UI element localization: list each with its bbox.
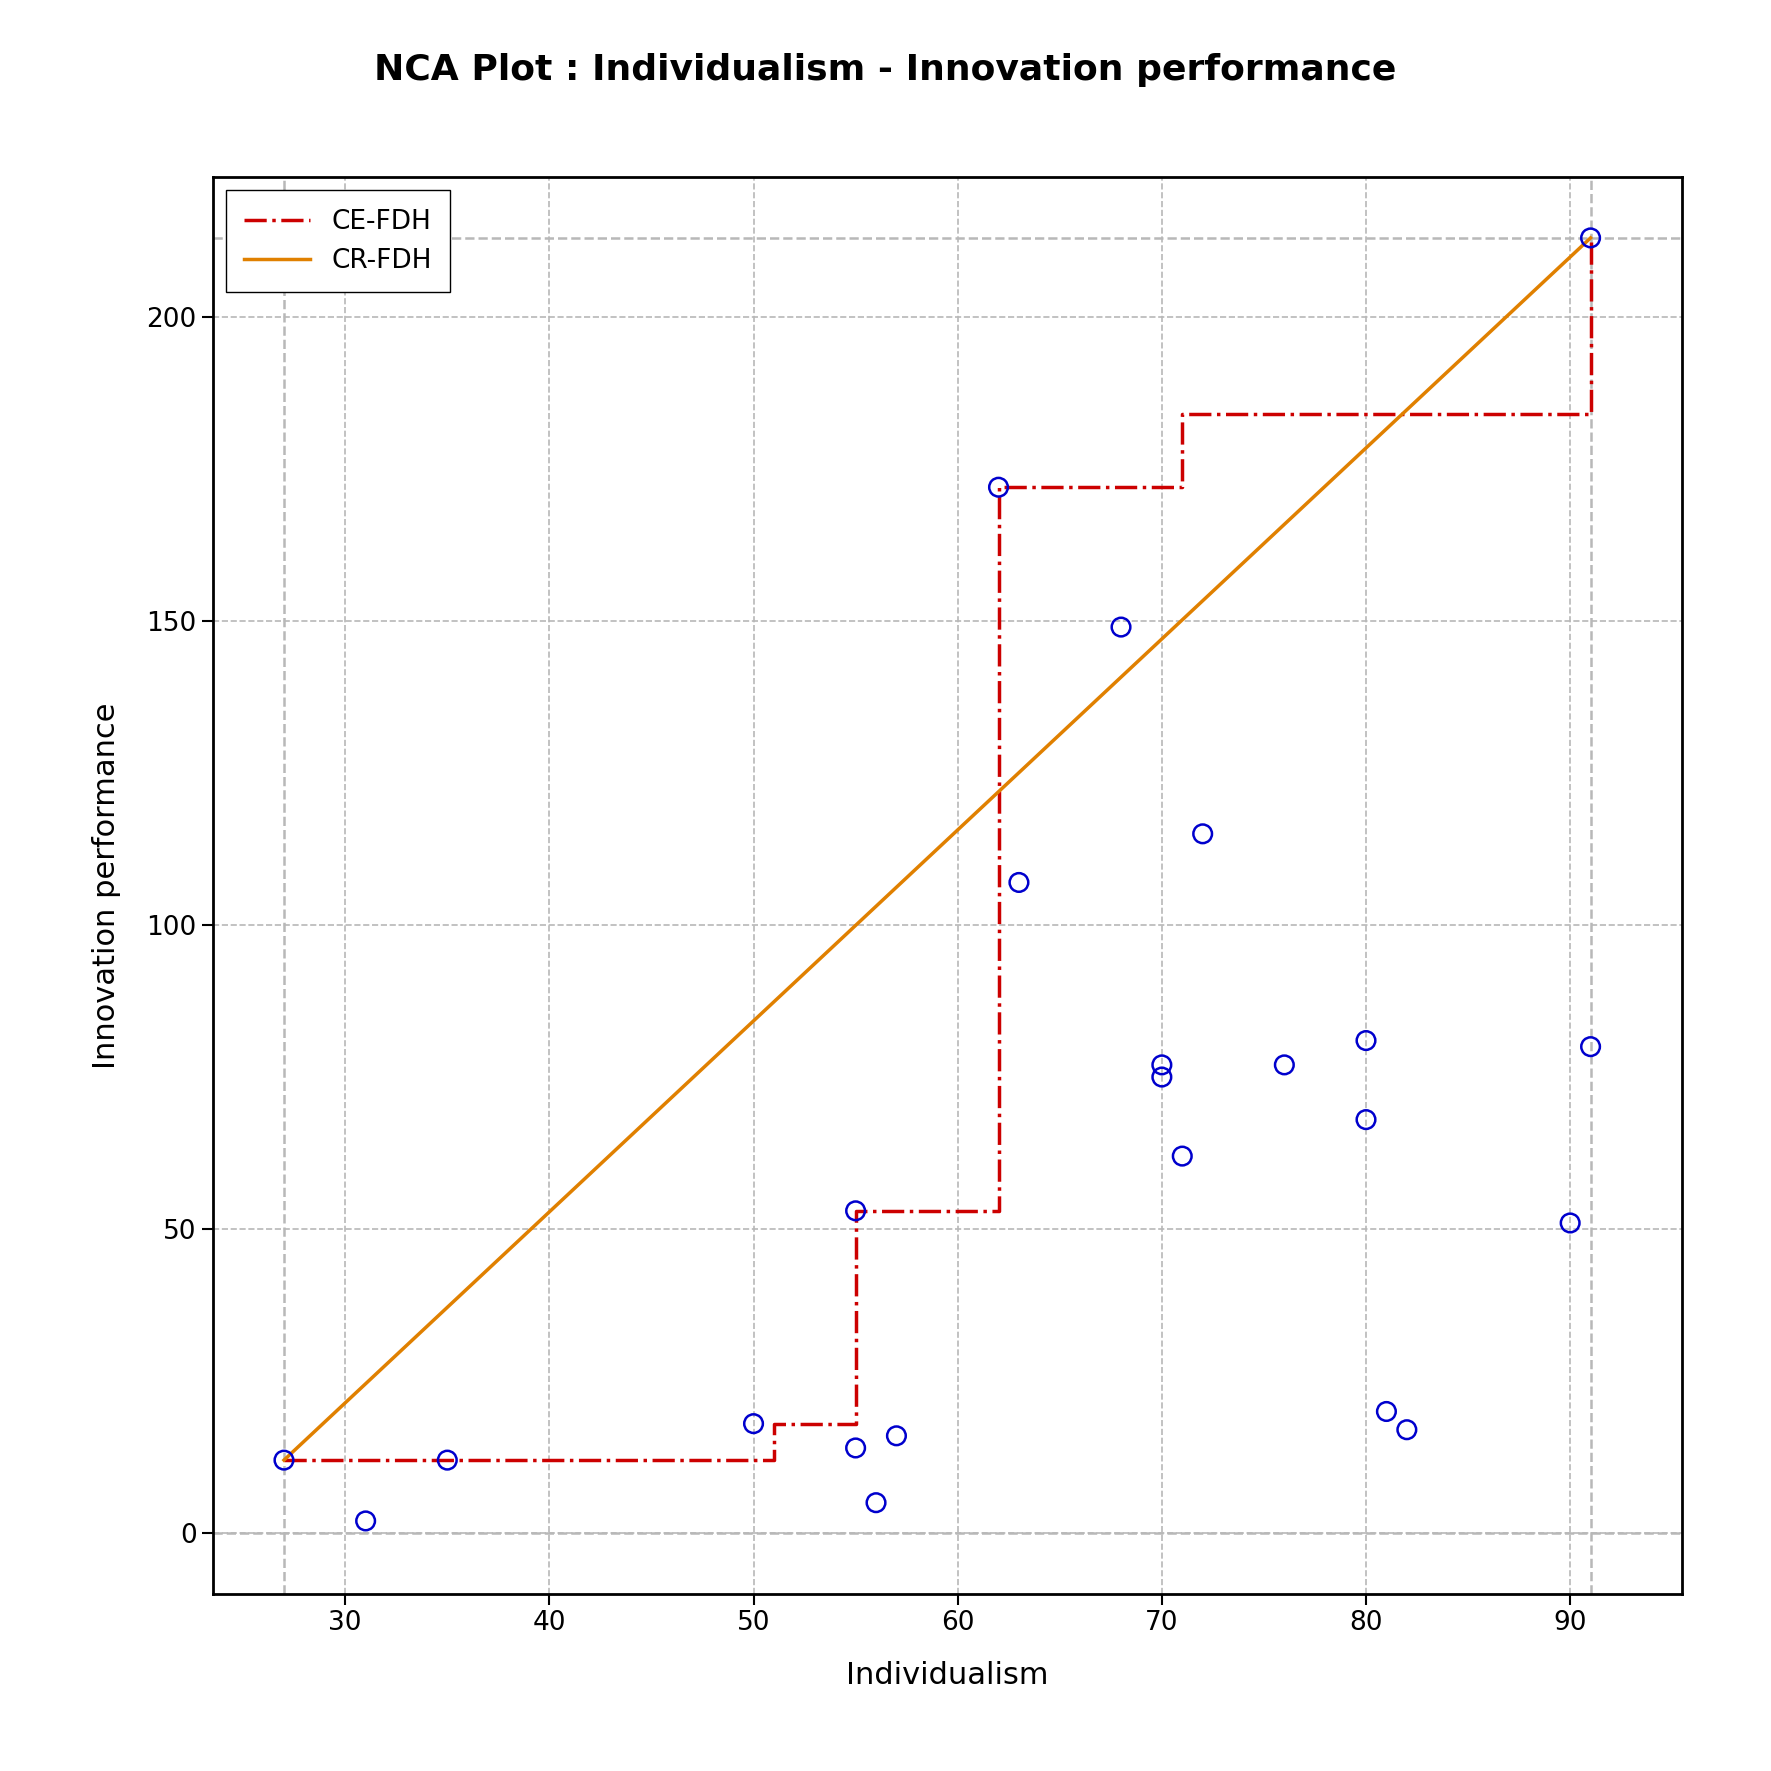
- CE-FDH: [437, 1449, 459, 1470]
- Point: [1576, 223, 1605, 251]
- Point: [1392, 1415, 1420, 1443]
- Point: [1373, 1397, 1401, 1426]
- Point: [1270, 1050, 1298, 1079]
- Point: [1148, 1050, 1176, 1079]
- CE-FDH: [845, 1413, 866, 1435]
- CE-FDH: [1580, 404, 1601, 425]
- Point: [739, 1410, 767, 1438]
- CE-FDH: [273, 1449, 294, 1470]
- Point: [1169, 1142, 1197, 1171]
- Point: [841, 1435, 870, 1463]
- CE-FDH: [763, 1449, 785, 1470]
- Point: [1351, 1105, 1380, 1133]
- Point: [1351, 1027, 1380, 1056]
- Point: [351, 1507, 379, 1535]
- X-axis label: Individualism: Individualism: [847, 1661, 1048, 1690]
- Y-axis label: Innovation performance: Innovation performance: [92, 703, 120, 1068]
- Point: [1576, 1032, 1605, 1061]
- Point: [269, 1445, 298, 1473]
- CE-FDH: [988, 1201, 1009, 1222]
- Point: [985, 473, 1013, 501]
- Point: [1107, 613, 1135, 641]
- Text: NCA Plot : Individualism - Innovation performance: NCA Plot : Individualism - Innovation pe…: [374, 53, 1397, 87]
- CE-FDH: [1580, 227, 1601, 248]
- CE-FDH: [763, 1413, 785, 1435]
- CE-FDH: [845, 1201, 866, 1222]
- CE-FDH: [437, 1449, 459, 1470]
- Point: [841, 1197, 870, 1226]
- CE-FDH: [1172, 476, 1194, 498]
- Line: CE-FDH: CE-FDH: [283, 237, 1590, 1459]
- Point: [1004, 868, 1032, 896]
- Point: [1188, 820, 1217, 848]
- CE-FDH: [1172, 404, 1194, 425]
- Point: [434, 1445, 462, 1473]
- Point: [1148, 1063, 1176, 1091]
- Point: [1557, 1210, 1585, 1238]
- Point: [882, 1422, 910, 1450]
- Legend: CE-FDH, CR-FDH: CE-FDH, CR-FDH: [225, 189, 450, 292]
- CE-FDH: [988, 476, 1009, 498]
- Point: [862, 1488, 891, 1516]
